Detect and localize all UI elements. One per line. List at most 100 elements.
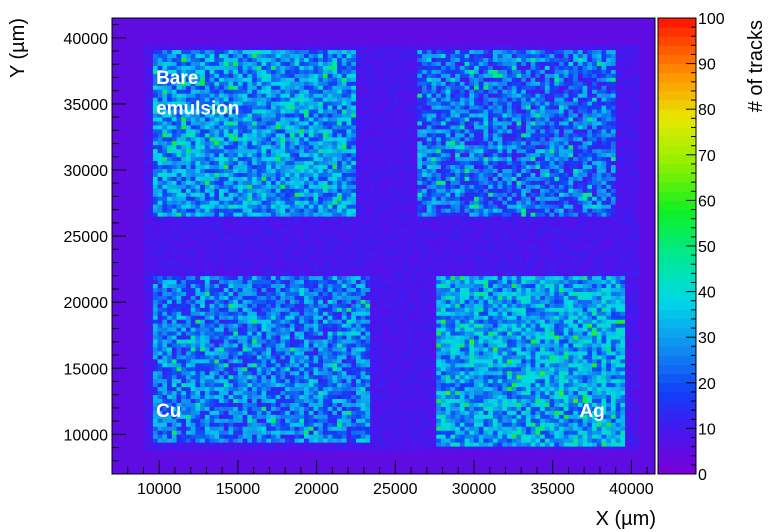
heatmap-cell: [270, 359, 277, 364]
heatmap-cell: [407, 374, 413, 380]
heatmap-cell: [426, 299, 432, 304]
heatmap-cell: [195, 303, 201, 308]
heatmap-cell: [195, 291, 201, 296]
heatmap-cell: [530, 291, 536, 296]
heatmap-cell: [346, 406, 352, 411]
heatmap-cell: [270, 370, 277, 376]
heatmap-cell: [346, 327, 352, 332]
heatmap-cell: [209, 366, 215, 372]
heatmap-cell: [152, 323, 158, 328]
heatmap-cell: [365, 347, 371, 352]
heatmap-cell: [507, 394, 513, 400]
heatmap-cell: [275, 370, 281, 376]
heatmap-cell: [237, 434, 243, 439]
heatmap-cell: [256, 323, 262, 328]
heatmap-cell: [610, 291, 616, 296]
heatmap-cell: [601, 343, 607, 348]
heatmap-cell: [521, 366, 527, 372]
heatmap-cell: [606, 370, 612, 376]
heatmap-cell: [148, 390, 154, 396]
heatmap-cell: [469, 430, 475, 435]
heatmap-cell: [256, 398, 262, 403]
heatmap-cell: [412, 414, 418, 419]
heatmap-cell: [171, 362, 177, 368]
heatmap-cell: [502, 422, 508, 427]
heatmap-cell: [322, 422, 328, 427]
heatmap-cell: [256, 279, 262, 285]
heatmap-cell: [478, 442, 484, 447]
heatmap-cell: [327, 275, 333, 281]
heatmap-cell: [209, 343, 215, 348]
heatmap-cell: [601, 374, 607, 380]
heatmap-cell: [157, 426, 163, 431]
heatmap-cell: [327, 315, 333, 320]
heatmap-cell: [200, 398, 206, 403]
heatmap-cell: [554, 390, 560, 396]
heatmap-cell: [398, 291, 404, 296]
heatmap-cell: [341, 327, 347, 332]
heatmap-cell: [568, 374, 574, 380]
heatmap-cell: [474, 422, 480, 427]
heatmap-cell: [233, 422, 239, 427]
heatmap-cell: [573, 279, 579, 285]
heatmap-cell: [318, 303, 324, 308]
heatmap-cell: [525, 446, 532, 451]
heatmap-cell: [143, 259, 149, 265]
heatmap-cell: [242, 339, 248, 344]
heatmap-cell: [299, 374, 305, 380]
heatmap-cell: [502, 362, 508, 368]
heatmap-cell: [322, 434, 328, 439]
heatmap-cell: [223, 335, 229, 340]
heatmap-cell: [360, 442, 366, 447]
heatmap-cell: [219, 374, 225, 380]
heatmap-cell: [167, 263, 173, 269]
heatmap-cell: [507, 343, 513, 348]
heatmap-cell: [587, 422, 593, 427]
heatmap-cell: [332, 303, 338, 308]
heatmap-cell: [511, 343, 517, 348]
heatmap-cell: [209, 406, 215, 411]
heatmap-cell: [280, 362, 286, 368]
heatmap-cell: [261, 414, 267, 419]
heatmap-cell: [558, 394, 565, 400]
heatmap-cell: [483, 434, 489, 439]
heatmap-cell: [370, 287, 376, 292]
heatmap-cell: [521, 299, 527, 304]
heatmap-cell: [620, 398, 626, 403]
heatmap-cell: [379, 410, 385, 415]
heatmap-cell: [544, 339, 550, 344]
heatmap-cell: [337, 370, 343, 376]
heatmap-cell: [507, 347, 513, 352]
heatmap-cell: [615, 271, 621, 277]
heatmap-cell: [299, 295, 305, 300]
heatmap-cell: [228, 287, 234, 292]
heatmap-cell: [502, 390, 508, 396]
heatmap-cell: [615, 355, 621, 360]
heatmap-cell: [450, 394, 456, 400]
heatmap-cell: [299, 307, 305, 312]
heatmap-cell: [615, 279, 621, 285]
heatmap-cell: [152, 283, 158, 288]
heatmap-cell: [346, 307, 352, 312]
heatmap-cell: [530, 406, 536, 411]
heatmap-cell: [289, 362, 295, 368]
heatmap-cell: [568, 442, 574, 447]
heatmap-cell: [152, 446, 158, 451]
heatmap-cell: [587, 370, 593, 376]
heatmap-cell: [266, 339, 272, 344]
heatmap-cell: [370, 398, 376, 403]
heatmap-cell: [289, 406, 295, 411]
heatmap-cell: [181, 319, 187, 324]
heatmap-cell: [530, 434, 536, 439]
heatmap-cell: [620, 283, 626, 288]
heatmap-cell: [554, 275, 560, 281]
heatmap-cell: [223, 283, 229, 288]
heatmap-cell: [596, 434, 602, 439]
heatmap-cell: [625, 287, 631, 292]
heatmap-cell: [530, 370, 536, 376]
heatmap-cell: [247, 362, 253, 368]
heatmap-cell: [445, 370, 451, 376]
heatmap-cell: [615, 438, 621, 443]
heatmap-cell: [162, 343, 168, 348]
heatmap-cell: [478, 406, 484, 411]
